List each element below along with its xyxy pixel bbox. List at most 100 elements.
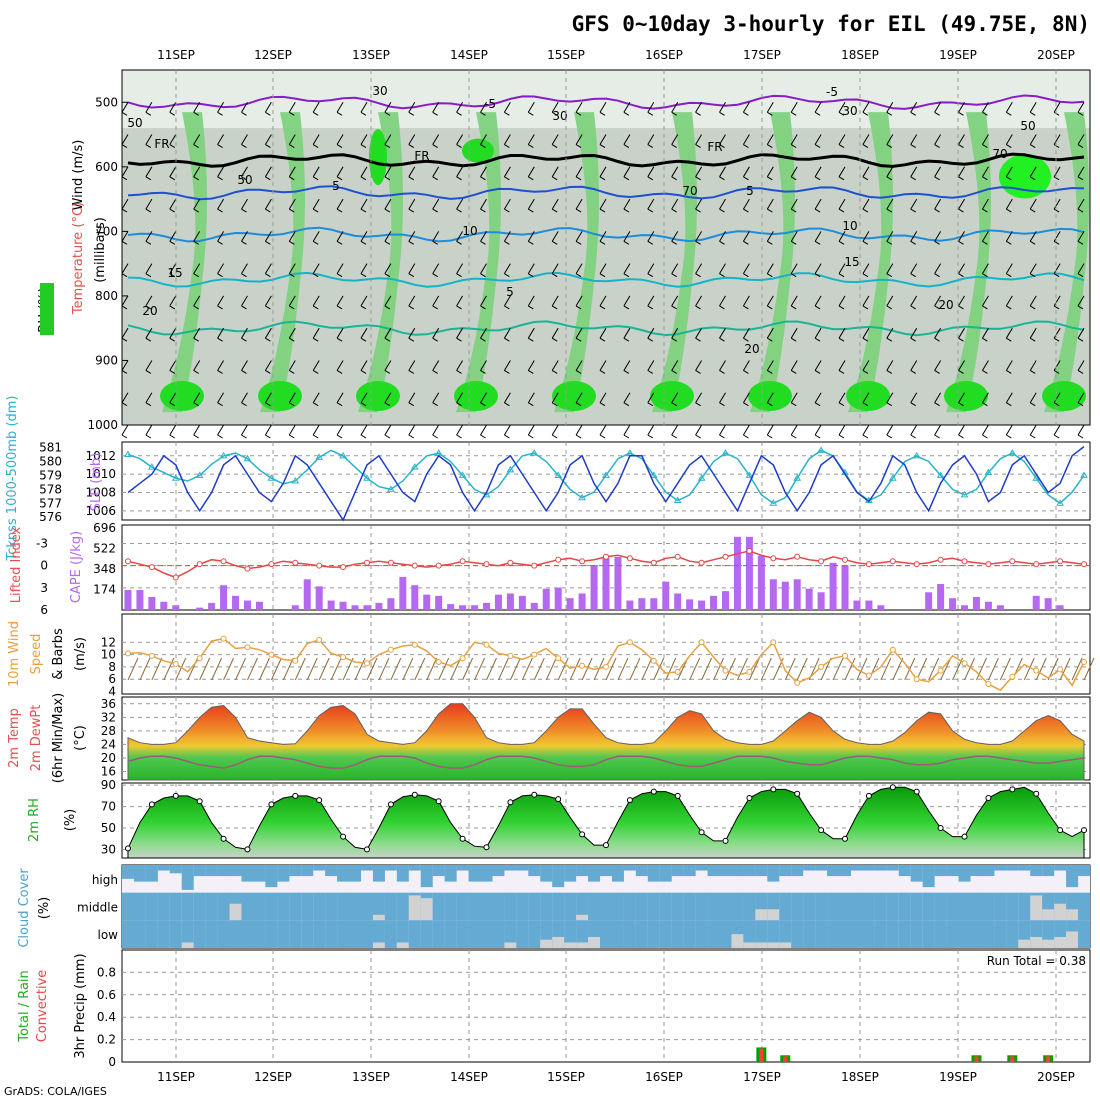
- wind-barb: [981, 360, 989, 371]
- cloud-high-cell: [659, 865, 672, 882]
- humidity-core: [552, 380, 596, 411]
- cloud-high-cell: [611, 865, 624, 882]
- wind-barb-flag: [504, 305, 510, 310]
- wind-barb-flag: [432, 240, 438, 245]
- wind-barb-flag: [312, 370, 319, 374]
- wind-barb-flag: [408, 273, 415, 278]
- wind-barb-flag: [743, 176, 749, 181]
- wind10m-barb: [569, 657, 581, 681]
- wind-barb-flag: [767, 273, 773, 278]
- wind-barb: [790, 295, 798, 307]
- wind-barb: [886, 327, 894, 339]
- upper-air-frame: [121, 69, 1091, 426]
- lifted-index-line-point: [124, 558, 131, 565]
- wind-barb-flag: [862, 434, 869, 439]
- wind-barb: [336, 424, 344, 436]
- wind-barb-flag: [790, 337, 797, 342]
- wind10m-barb: [342, 657, 354, 681]
- wind-barb: [719, 134, 726, 145]
- wind10m-barb: [880, 657, 892, 681]
- wind10m-line-point: [913, 676, 920, 683]
- wind-barb-flag: [838, 273, 845, 278]
- wind-barb: [193, 231, 201, 242]
- wind-barb: [408, 198, 416, 210]
- wind-barb: [695, 102, 703, 113]
- wind-barb-flag: [1006, 111, 1012, 116]
- wind-barb: [503, 102, 511, 113]
- lifted-index-line-point: [363, 559, 370, 566]
- wind-barb-flag: [432, 402, 438, 407]
- wind-barb-flag: [958, 208, 964, 213]
- wind-barb-flag: [886, 337, 893, 342]
- wind-barb-flag: [1077, 144, 1084, 148]
- wind-barb-flag: [790, 176, 797, 181]
- wind-barb-flag: [193, 240, 199, 245]
- cape-bar: [937, 584, 945, 610]
- wind-barb-flag: [1006, 305, 1012, 310]
- dewpoint-axis-label: 2m DewPt: [29, 705, 44, 772]
- wind-barb-flag: [743, 305, 749, 310]
- wind-barb-flag: [1029, 208, 1036, 213]
- wind10m-barb: [247, 657, 258, 681]
- wind-barb-flag: [599, 176, 606, 181]
- cloud-low-cell: [671, 920, 684, 948]
- cloud-high-cell: [504, 865, 517, 871]
- thickness-line-point: [1008, 449, 1017, 456]
- cloud-high-cell: [1018, 865, 1031, 871]
- cape-bar: [638, 598, 646, 610]
- wind-barb-flag: [623, 370, 630, 374]
- wind-barb-flag: [217, 144, 223, 148]
- wind-barb-flag: [599, 240, 606, 245]
- contour-label: 50: [237, 173, 252, 187]
- temp-tick: 32: [101, 710, 116, 724]
- pressure-tick: 800: [95, 289, 118, 303]
- wind-barb: [193, 295, 201, 307]
- wind-barb: [264, 424, 272, 436]
- wind-barb-flag: [121, 273, 128, 278]
- wind-barb: [456, 166, 464, 178]
- wind-barb-flag: [193, 337, 199, 342]
- cape-tick: 174: [93, 582, 116, 596]
- wind10m-line-point: [244, 644, 251, 651]
- lifted-index-line-point: [172, 574, 179, 581]
- cloud-high-cell: [480, 865, 493, 882]
- wind10m-barb: [629, 657, 641, 681]
- wind-barb-flag: [480, 337, 486, 342]
- thickness-line-point: [793, 474, 802, 481]
- contour-label: 5: [332, 179, 340, 193]
- wind-barb-flag: [695, 305, 701, 310]
- rh2m-point: [722, 837, 729, 844]
- wind-barb: [264, 198, 272, 210]
- thickness-line-point: [195, 471, 204, 478]
- wind-barb-flag: [767, 176, 773, 181]
- wind-barb-flag: [695, 208, 701, 213]
- rh2m-point: [555, 796, 562, 803]
- wind-barb: [241, 102, 248, 113]
- wind10m-line-point: [818, 663, 825, 670]
- rh2m-point: [1033, 790, 1040, 797]
- wind-barb-flag: [814, 305, 821, 310]
- wind-barb: [814, 198, 822, 210]
- wind-barb: [742, 327, 750, 339]
- wind-barb: [575, 392, 583, 403]
- rh2m-point: [889, 784, 896, 791]
- cloud-high-cell: [1054, 865, 1067, 871]
- cloud-low-cell: [743, 920, 756, 948]
- date-label-top: 15SEP: [547, 48, 585, 62]
- humidity-core: [356, 380, 400, 411]
- wind-barb: [121, 198, 129, 210]
- wind-barb-flag: [1053, 434, 1060, 439]
- wind-barb: [1005, 198, 1013, 210]
- wind-barb: [742, 360, 750, 371]
- wind-barb: [958, 198, 965, 210]
- wind-barb: [384, 327, 392, 339]
- wind-barb-flag: [790, 208, 797, 213]
- wind-barb-flag: [982, 273, 988, 278]
- precip-tick: 0.2: [97, 1033, 116, 1047]
- cape-bar: [769, 579, 777, 610]
- wind-barb: [790, 360, 798, 371]
- wind10m-barb: [497, 657, 509, 681]
- wind-barb: [1029, 424, 1037, 436]
- wind-barb-flag: [336, 208, 343, 213]
- thickness-line-point: [697, 474, 706, 481]
